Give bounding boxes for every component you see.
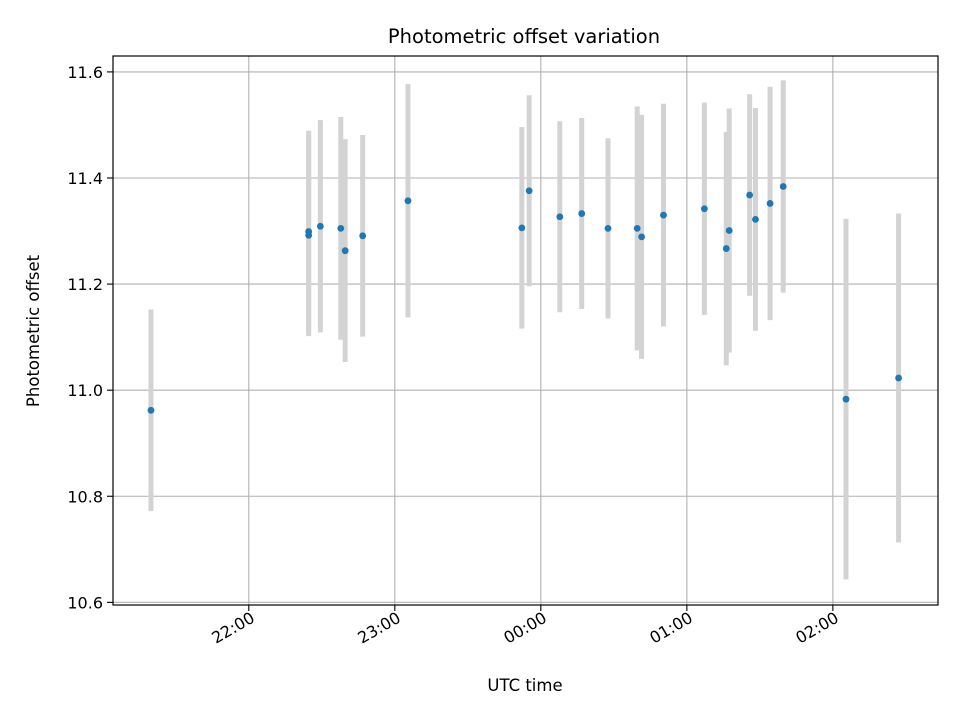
data-point <box>305 228 313 235</box>
data-point <box>638 233 645 241</box>
y-axis-label: Photometric offset <box>24 254 43 407</box>
y-tick-label: 11.2 <box>67 275 103 294</box>
data-point <box>722 245 730 252</box>
data-point <box>660 211 667 219</box>
data-point <box>746 191 754 199</box>
y-tick-label: 11.0 <box>67 381 103 400</box>
data-point <box>404 197 412 205</box>
data-point <box>316 222 324 230</box>
data-point <box>842 395 850 403</box>
chart-title: Photometric offset variation <box>388 25 660 48</box>
plot-frame <box>112 55 939 606</box>
data-point <box>525 187 533 195</box>
grid <box>113 56 938 605</box>
x-axis-label: UTC time <box>487 676 562 695</box>
y-tick-label: 11.6 <box>67 63 103 82</box>
data-point <box>766 200 774 207</box>
data-point <box>337 224 345 232</box>
data-point <box>341 247 349 255</box>
y-tick-label: 10.8 <box>67 487 103 506</box>
data-point <box>779 183 787 190</box>
data-point <box>147 406 155 414</box>
data-point <box>359 232 367 240</box>
data-point <box>725 227 733 234</box>
y-tick-label: 10.6 <box>67 593 103 612</box>
data-points <box>147 183 902 414</box>
y-tick-label: 11.4 <box>67 169 103 188</box>
data-point <box>604 224 612 232</box>
data-point <box>518 224 526 232</box>
data-point <box>895 374 902 382</box>
y-axis: 10.6 10.8 11.0 11.2 11.4 11.6 <box>67 63 113 612</box>
data-point <box>700 205 708 213</box>
data-point <box>633 224 641 232</box>
plot-area <box>113 56 938 605</box>
data-point <box>556 213 564 221</box>
data-point <box>752 215 759 223</box>
data-point <box>578 210 586 217</box>
